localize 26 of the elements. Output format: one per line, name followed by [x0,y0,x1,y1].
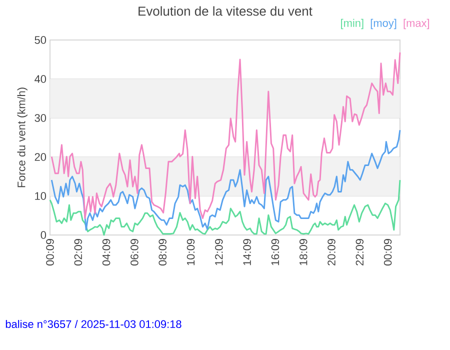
x-tick-label: 02:09 [74,239,82,266]
x-tick-label: 18:09 [299,239,308,266]
chart-title: Evolution de la vitesse du vent [138,6,312,16]
x-tick-label: 08:09 [158,239,166,266]
y-tick-label: 40 [34,75,46,83]
x-tick-label: 12:09 [215,239,223,266]
y-tick-label: 10 [35,192,46,200]
line-series [50,52,401,219]
text: balise n°3657 / 2025-11-03 01:09:18 [6,320,182,328]
x-tick-label: 20:09 [328,239,336,266]
x-tick-label: 10:09 [186,239,195,266]
x-tick-label: 06:09 [130,239,138,266]
x-tick-label: 00:09 [384,239,392,266]
y-axis-title: Force du vent (km/h) [17,88,28,188]
text: [min] [341,18,364,30]
y-tick-label: 20 [34,153,46,161]
x-tick-label: 16:09 [271,239,280,266]
x-tick-label: 04:09 [102,239,110,266]
x-tick-label: 00:09 [46,239,54,266]
x-tick-label: 14:09 [243,239,251,266]
text: [max] [404,18,430,30]
y-tick-label: 50 [34,36,46,44]
text: [moy] [370,18,396,30]
x-tick-label: 22:09 [356,239,364,266]
y-tick-label: 0 [40,231,46,239]
y-tick-label: 30 [34,114,46,122]
